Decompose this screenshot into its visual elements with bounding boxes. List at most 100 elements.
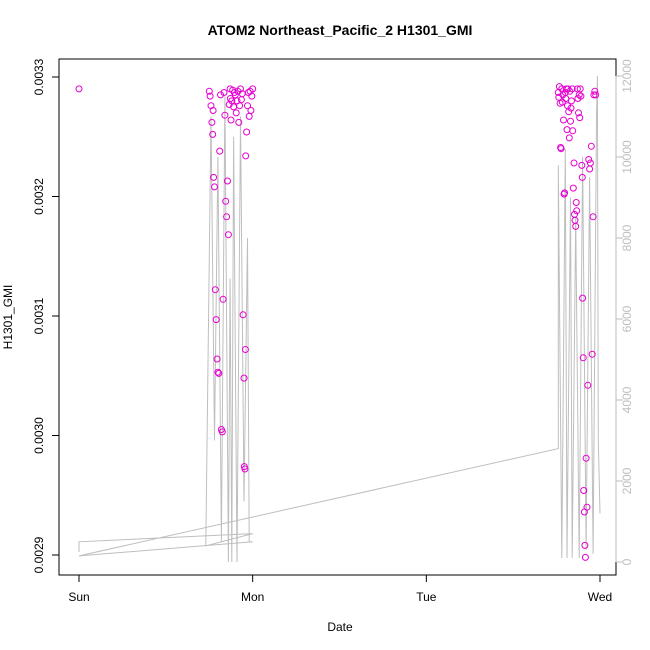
data-point [563,126,571,134]
data-point [582,454,590,462]
data-point [584,381,592,389]
data-point [235,118,243,126]
data-point [558,98,566,106]
data-point [562,95,570,102]
data-point [240,374,248,382]
x-tick-label: Tue [416,590,437,604]
data-point [232,109,240,117]
data-point [209,130,217,138]
data-point [244,89,252,96]
data-point [578,161,586,169]
x-tick-label: Wed [588,590,612,604]
data-point [208,118,216,126]
x-tick-label: Mon [241,590,264,604]
data-point [227,116,235,124]
data-point [224,231,232,239]
data-point [237,85,244,93]
data-point [244,102,251,110]
data-point [592,91,600,99]
data-point [210,173,218,181]
data-point [220,89,228,96]
data-point [555,83,563,91]
y-axis-label: H1301_GMI [1,285,15,350]
data-point [567,104,575,112]
data-point [567,117,574,125]
y-tick-label: 0.0031 [32,297,46,334]
chart-title: ATOM2 Northeast_Pacific_2 H1301_GMI [208,22,473,38]
data-point [570,159,578,167]
data-point [557,145,565,153]
data-point [588,350,596,358]
data-point [572,199,580,206]
data-point [573,207,581,215]
data-point [565,134,573,142]
y2-tick-label: 4000 [620,386,634,413]
data-point [215,369,223,377]
x-tick-label: Sun [68,590,89,604]
data-point [586,159,594,167]
y2-axis: 0 2000 4000 6000 8000 10000 12000 [615,59,634,565]
data-point [585,156,593,163]
data-point [221,111,229,119]
data-point [591,87,599,95]
data-point [213,355,221,363]
data-point [583,503,591,511]
data-point [579,354,587,362]
data-point [587,142,595,150]
data-point [571,216,579,224]
data-point [216,147,224,155]
data-point [223,213,231,221]
data-point [561,189,569,197]
y-tick-label: 0.0032 [32,178,46,215]
data-point [579,294,587,302]
data-point [206,92,214,100]
data-point [245,112,253,120]
y-tick-label: 0.0030 [32,417,46,454]
data-point [239,311,247,319]
data-point [219,295,227,303]
data-point [75,85,83,93]
data-point [209,107,217,114]
data-point [578,173,586,181]
data-point [248,92,256,100]
data-point [565,108,573,116]
data-point [560,116,567,124]
data-point [211,286,219,294]
data-point [241,465,249,473]
y2-tick-label: 8000 [620,224,634,251]
y2-tick-label: 0 [620,558,634,565]
altitude-series-line [78,75,601,563]
y-tick-label: 0.0033 [32,58,46,95]
data-point [572,222,580,230]
data-point [586,165,594,173]
data-point [247,107,255,114]
data-point [568,85,576,93]
data-point [217,91,224,99]
data-point [242,152,250,160]
data-point [589,213,597,221]
data-point [249,85,257,93]
data-point [568,97,575,105]
data-point [243,128,251,136]
data-point [566,87,574,95]
data-point [576,85,584,93]
data-point [576,114,584,122]
data-point [218,428,226,436]
data-point [222,197,230,205]
data-point [581,553,589,561]
data-point [575,109,582,117]
data-point [580,487,588,494]
data-point [211,183,218,191]
data-point [241,346,249,353]
data-point [212,316,220,324]
y2-tick-label: 6000 [620,305,634,332]
data-point [577,92,585,100]
data-points [75,83,600,561]
data-point [569,184,577,192]
y2-tick-label: 12000 [620,59,634,93]
data-point [224,177,231,185]
data-point [214,368,222,376]
altitude-line [78,75,601,563]
data-point [581,541,589,549]
